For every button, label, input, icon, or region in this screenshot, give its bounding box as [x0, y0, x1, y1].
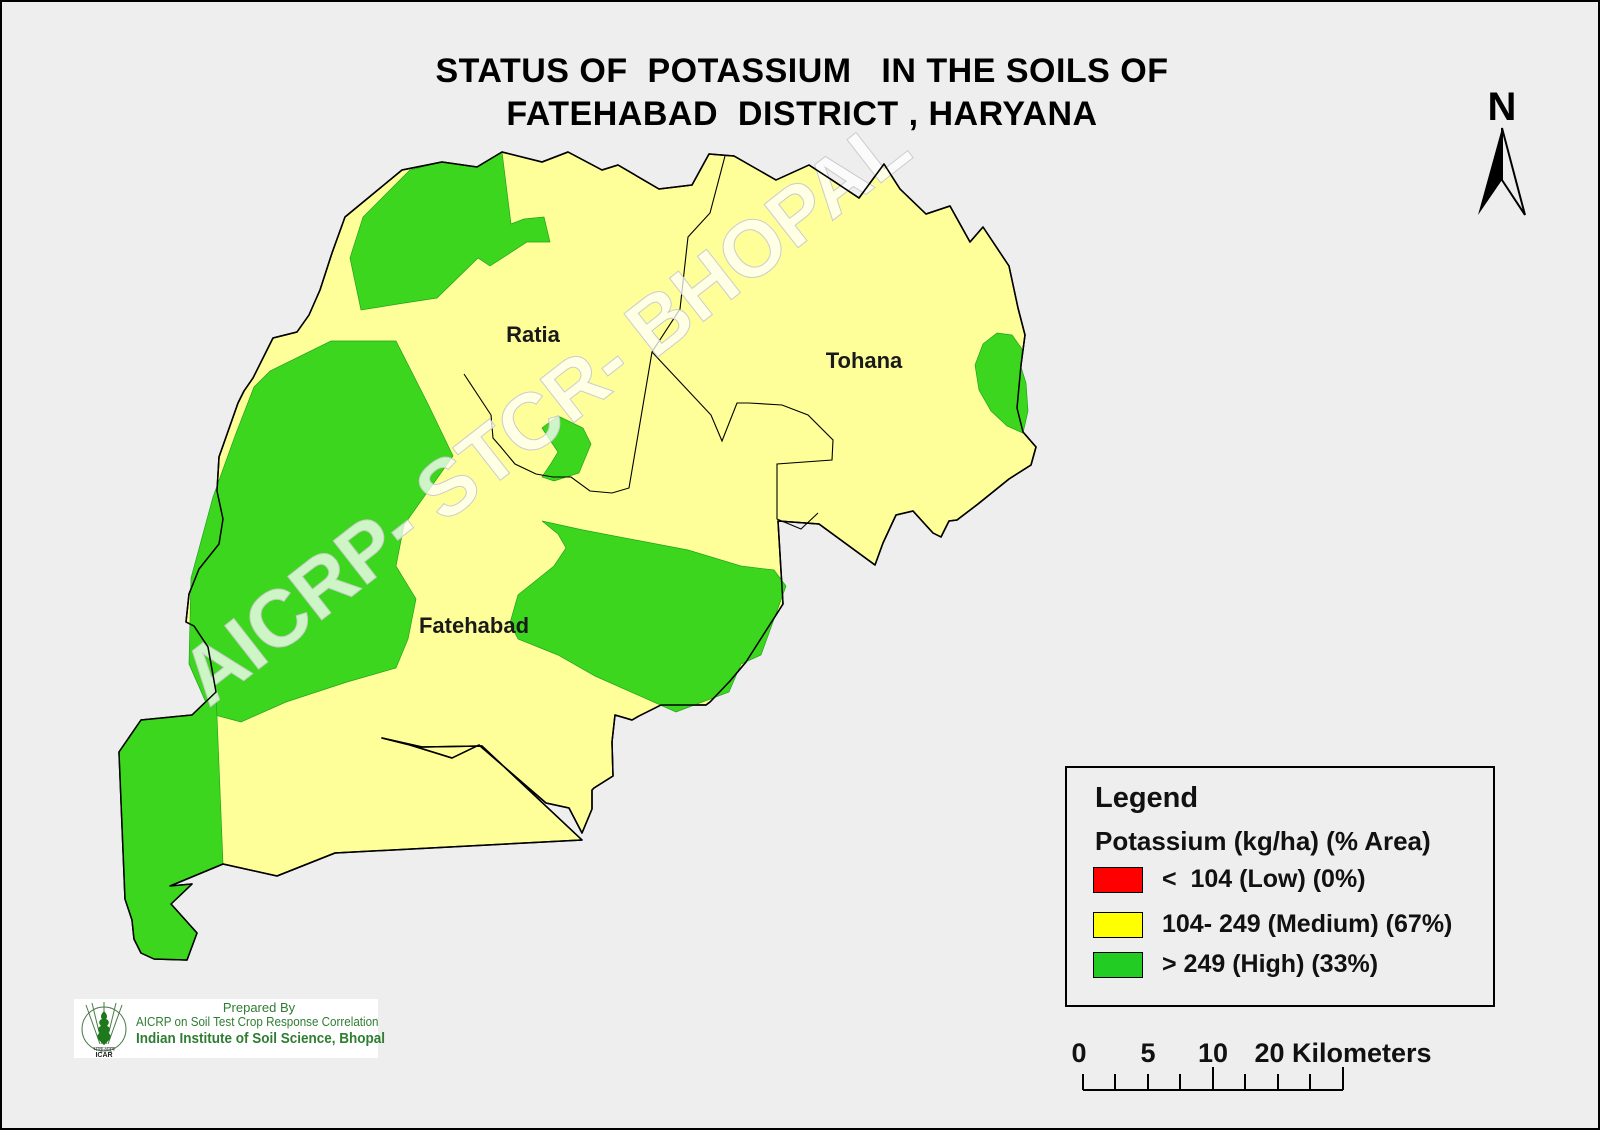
- svg-text:10: 10: [1198, 1038, 1228, 1068]
- svg-text:N: N: [1488, 85, 1517, 129]
- svg-text:20 Kilometers: 20 Kilometers: [1254, 1038, 1431, 1068]
- svg-text:5: 5: [1140, 1038, 1155, 1068]
- svg-text:0: 0: [1071, 1038, 1086, 1068]
- svg-text:ICAR: ICAR: [95, 1052, 112, 1058]
